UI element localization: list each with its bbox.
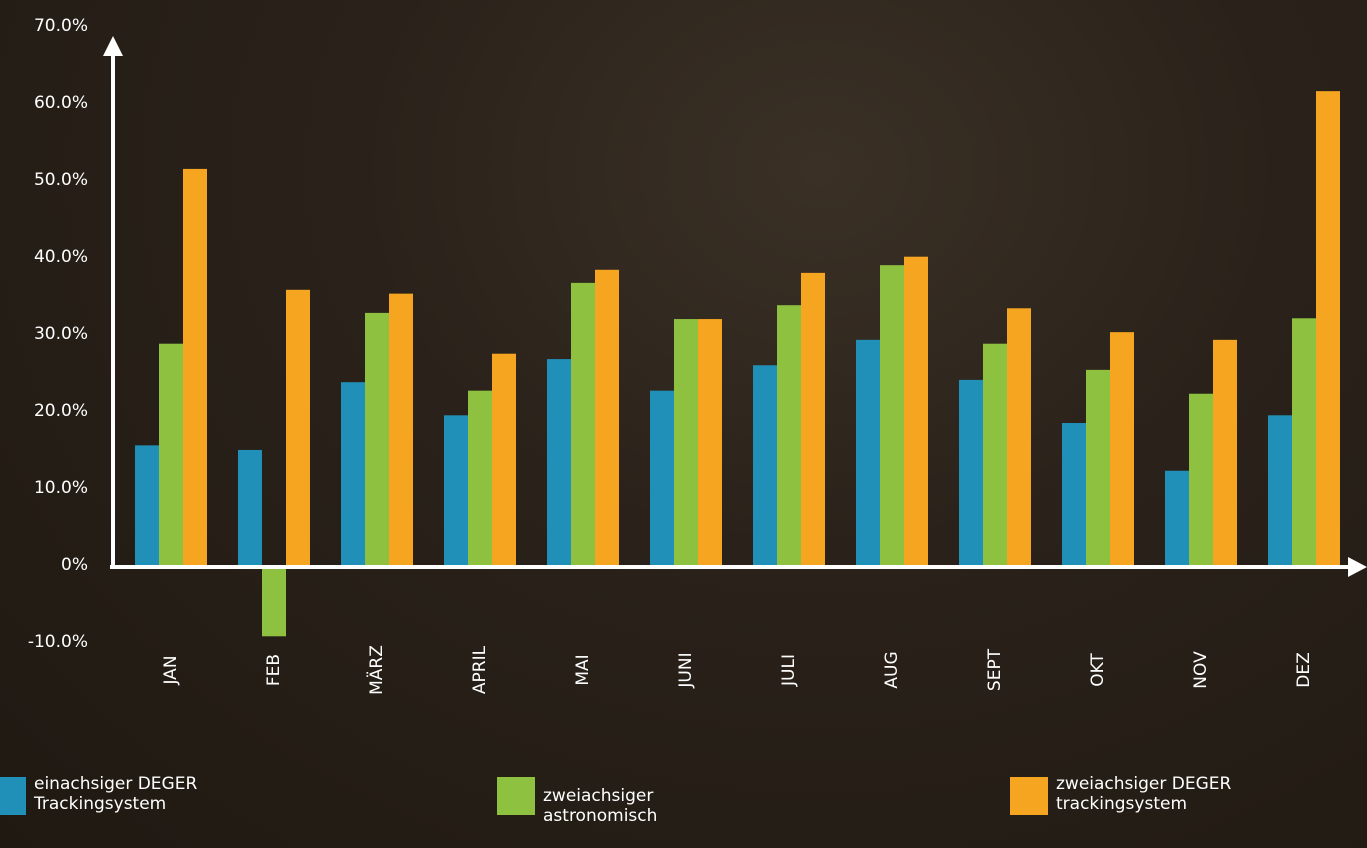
bar [571,283,595,567]
legend-label: zweiachsiger DEGER trackingsystem [1056,774,1286,814]
bar [959,380,983,567]
bar [286,290,310,567]
y-tick-label: 40.0% [34,247,88,267]
legend-item: zweiachsiger astronomisch [497,777,773,826]
bar [753,365,777,567]
x-tick-label: JULI [779,654,799,687]
bar [1110,332,1134,567]
bar [1062,423,1086,567]
x-tick-label: FEB [264,654,284,686]
bar [595,270,619,567]
x-tick-label: MAI [573,654,593,685]
bar [389,294,413,567]
bar [1268,415,1292,567]
bar [492,354,516,567]
y-axis-arrow [103,36,123,56]
legend-swatch [497,777,535,815]
y-tick-label: 60.0% [34,93,88,113]
x-tick-label: APRIL [470,645,490,694]
bar [1007,308,1031,567]
x-tick-label: AUG [882,651,902,688]
x-tick-label: JAN [161,655,181,685]
bar [135,445,159,567]
legend-swatch [1010,777,1048,815]
page: -10.0% 0% 10.0% 20.0% 30.0% 40.0% 50.0% 60.0% 70… [0,0,1367,848]
bar [674,319,698,567]
chart: -10.0% 0% 10.0% 20.0% 30.0% 40.0% 50.0% 60.0% 70… [0,0,1367,848]
bar [444,415,468,567]
bar [880,265,904,567]
bar [262,567,286,636]
x-tick-label: NOV [1191,651,1211,689]
y-tick-label: 10.0% [34,478,88,498]
bar [1316,91,1340,567]
bar [698,319,722,567]
x-tick-label: DEZ [1294,652,1314,687]
x-axis-arrow [1348,557,1367,577]
y-tick-label: -10.0% [28,632,88,652]
legend-swatch [0,777,26,815]
bar [856,340,880,567]
x-tick-label: OKT [1088,653,1108,687]
bar [1086,370,1110,567]
y-tick-label: 50.0% [34,170,88,190]
bar [1213,340,1237,567]
legend-item: einachsiger DEGER Trackingsystem [0,777,264,815]
bar [1165,471,1189,567]
x-tick-label: SEPT [985,648,1005,691]
bar [468,391,492,567]
x-tick-label: MÄRZ [366,645,387,695]
bar [777,305,801,567]
bar [904,257,928,567]
legend-label: zweiachsiger astronomisch [543,786,773,826]
y-tick-label: 70.0% [34,16,88,36]
legend-label: einachsiger DEGER Trackingsystem [34,774,264,814]
bar [1292,318,1316,567]
bar [1189,394,1213,567]
bar [983,344,1007,567]
bar [183,169,207,567]
y-tick-label: 30.0% [34,324,88,344]
bar [801,273,825,567]
bar [365,313,389,567]
bar [238,450,262,567]
y-tick-label: 0% [61,555,88,575]
x-tick-label: JUNI [676,652,696,688]
legend-item: zweiachsiger DEGER trackingsystem [1010,777,1286,815]
bar [650,391,674,567]
bar [547,359,571,567]
y-tick-label: 20.0% [34,401,88,421]
bar [159,344,183,567]
bar [341,382,365,567]
